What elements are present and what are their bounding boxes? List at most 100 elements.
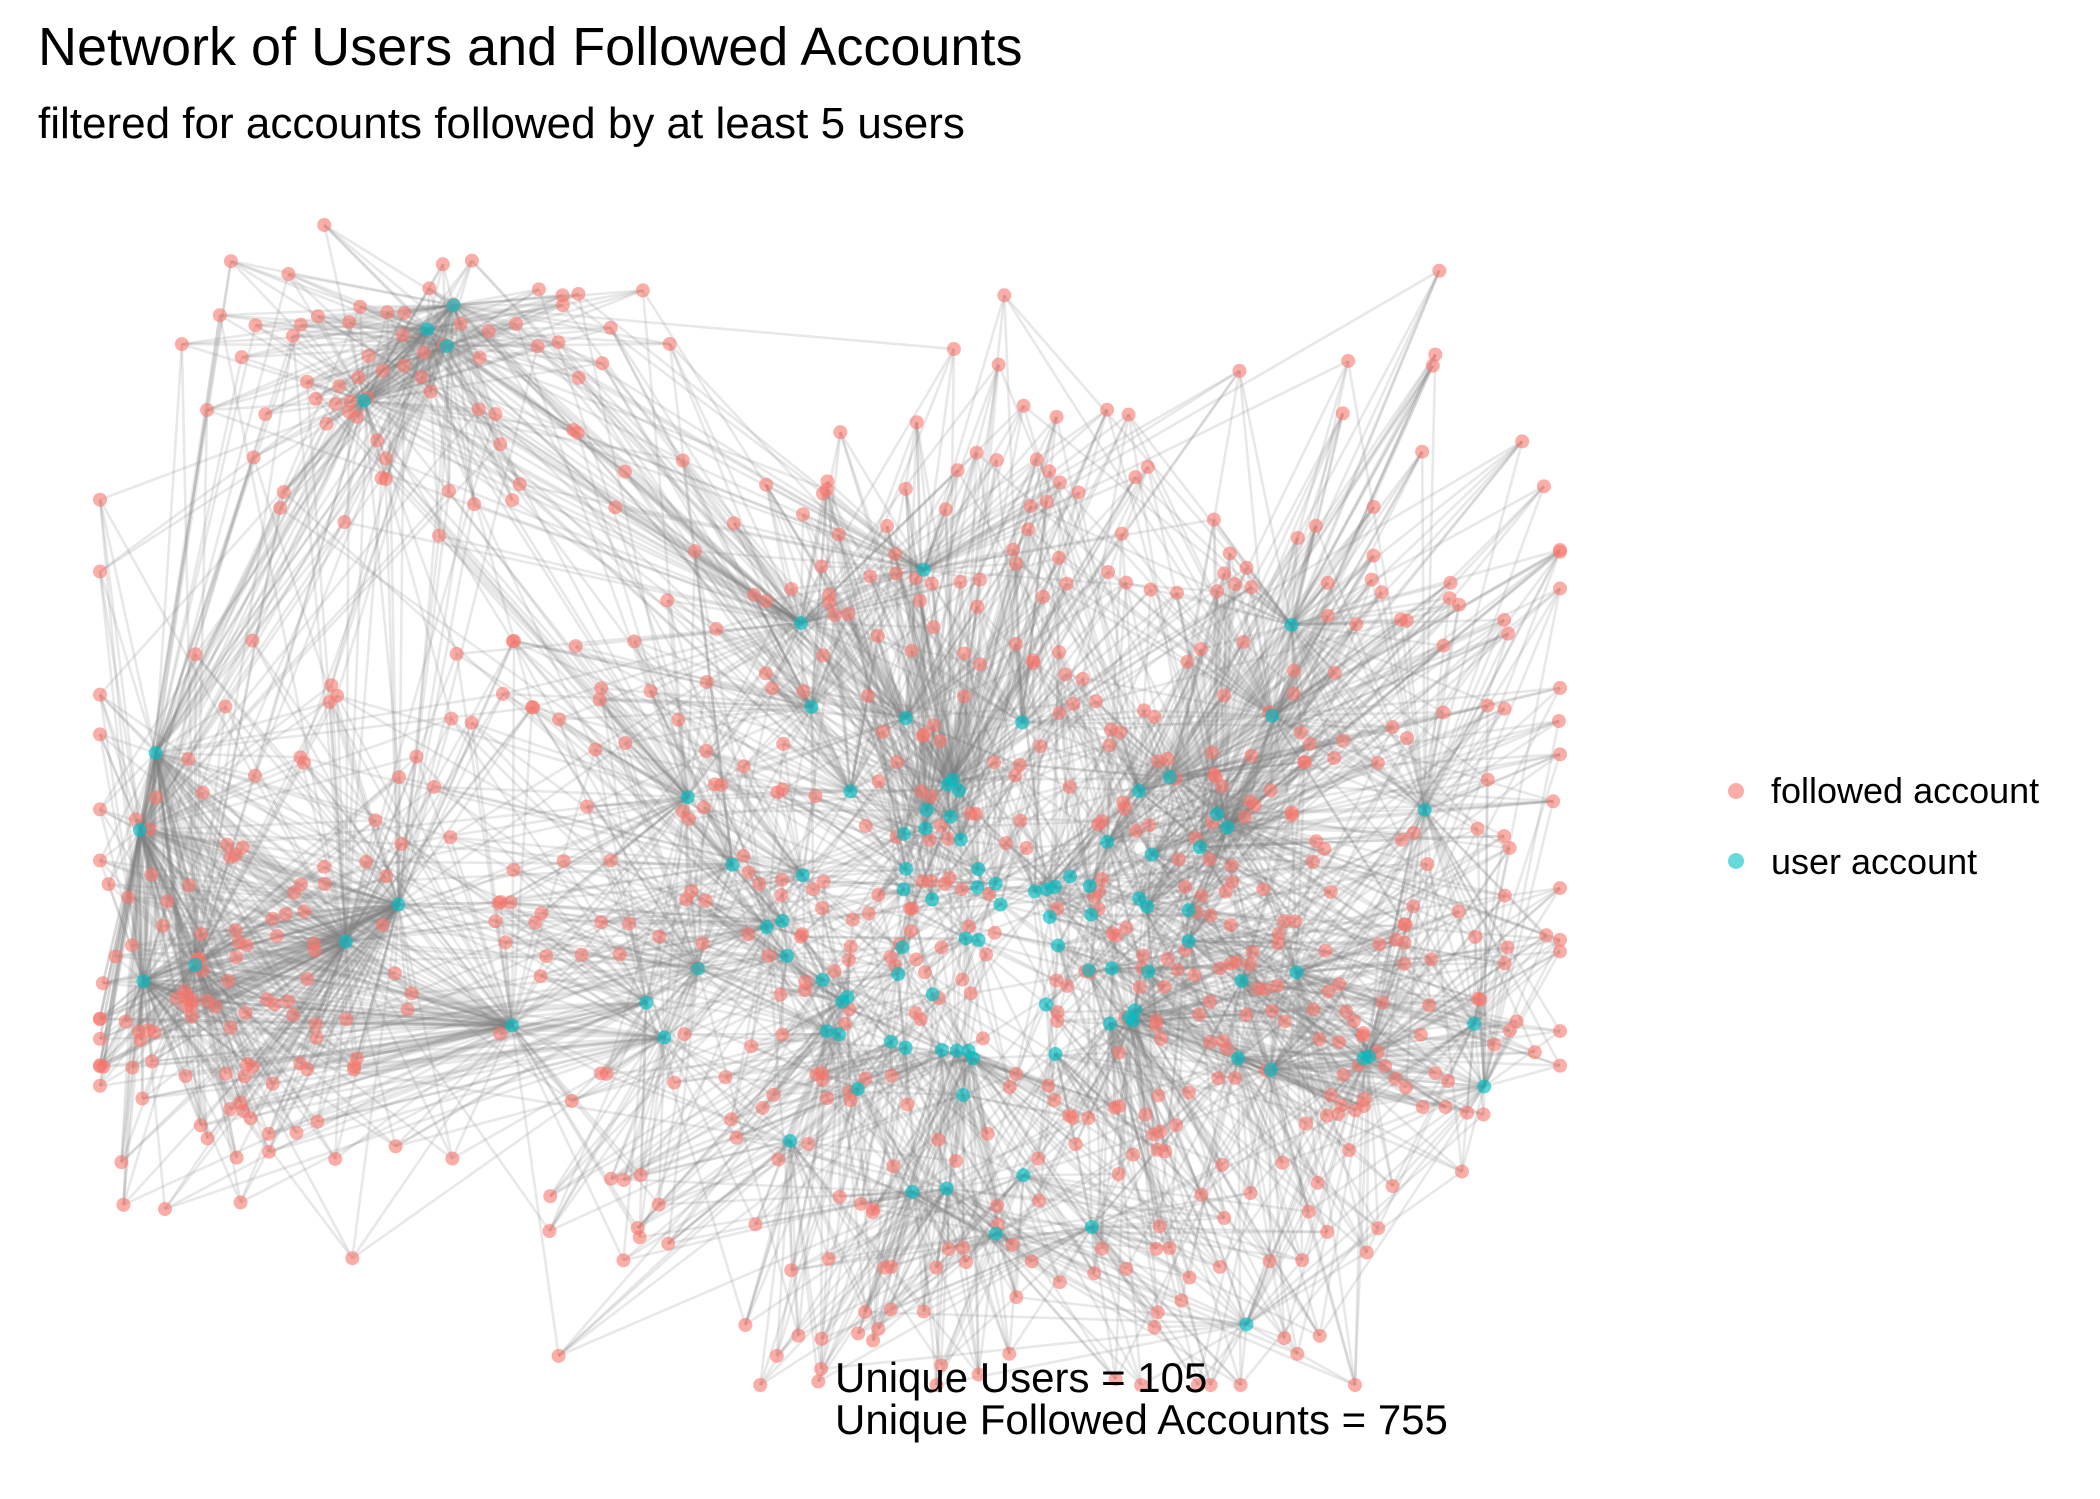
follow-edge: [268, 1001, 647, 1136]
followed-account-node: [821, 1251, 836, 1266]
follow-edge: [1053, 969, 1091, 1101]
follow-edge: [511, 1024, 641, 1238]
follow-edge: [767, 955, 859, 1090]
follow-edge: [1188, 909, 1355, 1023]
follow-edge: [922, 1053, 1057, 1313]
follow-edge: [185, 1024, 513, 1078]
follow-edge: [131, 944, 196, 967]
follow-edge: [531, 706, 784, 922]
follow-edge: [1056, 945, 1116, 1109]
follow-edge: [138, 261, 233, 831]
follow-edge: [821, 888, 905, 910]
follow-edge: [239, 941, 348, 1203]
follow-edge: [776, 791, 979, 889]
follow-edge: [819, 946, 904, 1370]
follow-edge: [99, 808, 141, 832]
follow-edge: [142, 1036, 665, 1100]
follow-edge: [667, 1033, 841, 1245]
follow-edge: [1188, 940, 1379, 1054]
follow-edge: [904, 1047, 909, 1105]
follow-edge: [1291, 591, 1383, 627]
follow-edge: [837, 1033, 895, 1167]
follow-edge: [99, 963, 197, 1021]
follow-edge: [194, 963, 289, 1003]
follow-edge: [194, 964, 270, 1135]
follow-edge: [154, 261, 233, 754]
follow-edge: [967, 1049, 1120, 1176]
follow-edge: [155, 751, 512, 904]
follow-edge: [681, 459, 949, 786]
follow-edge: [1108, 1022, 1321, 1337]
follow-edge: [317, 315, 447, 348]
follow-edge: [99, 963, 197, 1040]
follow-edge: [1269, 1038, 1321, 1072]
follow-edge: [242, 903, 400, 1112]
follow-edge: [922, 1049, 944, 1312]
follow-edge: [344, 941, 359, 1059]
followed-account-node: [736, 848, 751, 863]
follow-edge: [949, 529, 1030, 817]
follow-edge: [1137, 898, 1166, 988]
follow-edge: [344, 941, 356, 1070]
follow-edge: [139, 828, 295, 895]
follow-edge: [200, 932, 513, 1027]
follow-edge: [800, 572, 897, 625]
follow-edge: [1132, 963, 1251, 1022]
follow-edge: [1326, 582, 1426, 811]
follow-edge: [335, 304, 455, 405]
follow-edge: [1146, 905, 1279, 945]
follow-edge: [1146, 858, 1211, 908]
follow-edge: [143, 979, 267, 1001]
follow-edge: [731, 687, 774, 865]
follow-edge: [531, 706, 700, 970]
follow-edge: [1368, 887, 1561, 1058]
follow-edge: [1199, 840, 1317, 849]
follow-edge: [154, 456, 255, 754]
follow-edge: [242, 919, 783, 1112]
follow-edge: [549, 1033, 840, 1198]
followed-account-node: [1187, 968, 1202, 983]
follow-edge: [154, 752, 203, 935]
follow-edge: [1058, 711, 1141, 792]
follow-edge: [1242, 640, 1426, 811]
follow-edge: [154, 439, 379, 754]
follow-edge: [817, 1057, 975, 1383]
follow-edge: [138, 829, 274, 1085]
follow-edge: [1290, 624, 1379, 764]
follow-edge: [977, 938, 1058, 982]
follow-edge: [194, 882, 326, 966]
follow-edge: [1423, 809, 1506, 964]
follow-edge: [499, 443, 689, 798]
follow-edge: [300, 323, 428, 331]
follow-edge: [923, 518, 1215, 571]
followed-account-node: [761, 948, 776, 963]
follow-edge: [393, 904, 400, 974]
follow-edge: [849, 695, 870, 792]
follow-edge: [619, 874, 804, 956]
follow-edge: [1482, 705, 1489, 1087]
follow-edge: [810, 705, 931, 841]
follow-edge: [859, 1041, 893, 1205]
follow-edge: [545, 863, 734, 958]
follow-edge: [362, 400, 388, 459]
follow-edge: [623, 470, 949, 786]
followed-account-node: [1436, 705, 1451, 720]
followed-account-node: [309, 1030, 324, 1045]
follow-edge: [946, 784, 951, 879]
follow-edge: [1117, 1017, 1130, 1175]
follow-edge: [826, 1097, 948, 1190]
follow-edge: [1151, 756, 1335, 856]
follow-edge: [1348, 1085, 1485, 1152]
follow-edge: [1476, 828, 1486, 1087]
follow-edge: [686, 588, 793, 798]
follow-edge: [445, 345, 497, 415]
follow-edge: [1237, 1057, 1343, 1107]
follow-edge: [686, 602, 831, 798]
follow-edge: [867, 913, 893, 1042]
follow-edge: [905, 661, 1034, 720]
follow-edge: [1209, 914, 1243, 982]
follow-edge: [226, 843, 347, 943]
follow-edge: [849, 1099, 948, 1190]
follow-edge: [142, 981, 167, 1210]
follow-edge: [138, 829, 232, 1029]
